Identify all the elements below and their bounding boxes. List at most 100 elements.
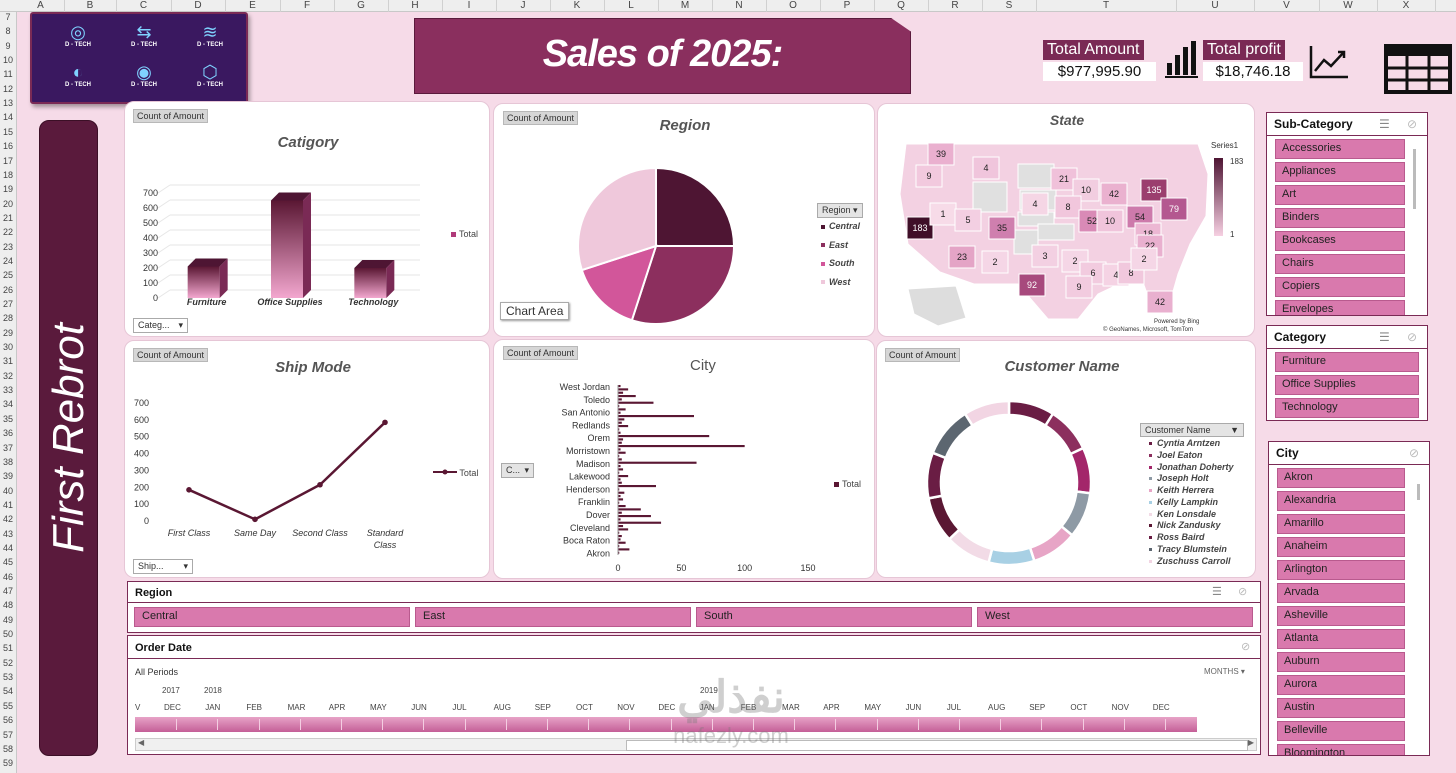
column-header-cell[interactable]: T bbox=[1036, 0, 1177, 12]
timeline-month-label[interactable]: FEB bbox=[740, 703, 757, 712]
column-header-cell[interactable]: M bbox=[658, 0, 713, 12]
row-header-cell[interactable]: 41 bbox=[2, 499, 13, 510]
customer-chart-panel[interactable]: Count of Amount Customer Name Customer N… bbox=[876, 340, 1256, 578]
row-header-cell[interactable]: 58 bbox=[2, 743, 13, 754]
category-chart-tag[interactable]: Count of Amount bbox=[133, 109, 209, 123]
column-header-cell[interactable]: O bbox=[766, 0, 821, 12]
clear-filter-icon[interactable]: ⊘ bbox=[1407, 330, 1418, 344]
row-header-cell[interactable]: 38 bbox=[2, 456, 13, 467]
column-header-cell[interactable]: W bbox=[1319, 0, 1378, 12]
timeline-month-label[interactable]: APR bbox=[823, 703, 840, 712]
subcategory-slicer-button[interactable]: Chairs bbox=[1275, 254, 1405, 274]
row-header-cell[interactable]: 52 bbox=[2, 657, 13, 668]
clear-filter-icon[interactable]: ⊘ bbox=[1407, 117, 1418, 131]
row-header-cell[interactable]: 59 bbox=[2, 758, 13, 769]
row-header-cell[interactable]: 39 bbox=[2, 471, 13, 482]
timeline-month-label[interactable]: NOV bbox=[617, 703, 635, 712]
row-header-cell[interactable]: 40 bbox=[2, 485, 13, 496]
row-header-cell[interactable]: 50 bbox=[2, 629, 13, 640]
row-header-cell[interactable]: 21 bbox=[2, 212, 13, 223]
shipmode-field-dropdown[interactable]: Ship... ▾ bbox=[133, 559, 193, 574]
column-header-cell[interactable]: S bbox=[982, 0, 1037, 12]
timeline-month-label[interactable]: JAN bbox=[699, 703, 715, 712]
region-chart-tag[interactable]: Count of Amount bbox=[503, 111, 579, 125]
row-header-cell[interactable]: 45 bbox=[2, 557, 13, 568]
column-header-cell[interactable]: Q bbox=[874, 0, 929, 12]
timeline-scrollbar[interactable]: ◀ ▶ bbox=[135, 738, 1257, 751]
row-header-cell[interactable]: 19 bbox=[2, 184, 13, 195]
row-header-cell[interactable]: 55 bbox=[2, 700, 13, 711]
row-header-cell[interactable]: 35 bbox=[2, 413, 13, 424]
multiselect-icon[interactable]: ☰ bbox=[1212, 586, 1222, 598]
column-header-cell[interactable]: C bbox=[116, 0, 172, 12]
row-header-cell[interactable]: 15 bbox=[2, 126, 13, 137]
row-header-cell[interactable]: 17 bbox=[2, 155, 13, 166]
customer-legend-header[interactable]: Customer Name ▼ bbox=[1140, 423, 1244, 437]
clear-filter-icon[interactable]: ⊘ bbox=[1238, 586, 1248, 598]
subcategory-slicer-button[interactable]: Accessories bbox=[1275, 139, 1405, 159]
row-header-cell[interactable]: 25 bbox=[2, 270, 13, 281]
clear-filter-icon[interactable]: ⊘ bbox=[1241, 641, 1251, 653]
city-chart-panel[interactable]: Count of Amount City West Jordan Toledo Sa… bbox=[493, 339, 875, 579]
subcategory-slicer-button[interactable]: Art bbox=[1275, 185, 1405, 205]
shipmode-chart-tag[interactable]: Count of Amount bbox=[133, 348, 209, 362]
row-header-cell[interactable]: 30 bbox=[2, 342, 13, 353]
column-header-cell[interactable]: N bbox=[712, 0, 767, 12]
region-legend-header[interactable]: Region ▾ bbox=[817, 203, 863, 218]
region-slicer-button[interactable]: South bbox=[696, 607, 972, 627]
row-header-cell[interactable]: 57 bbox=[2, 729, 13, 740]
city-slicer-button[interactable]: Anaheim bbox=[1277, 537, 1405, 557]
timeline-month-label[interactable]: OCT bbox=[576, 703, 593, 712]
city-slicer-button[interactable]: Asheville bbox=[1277, 606, 1405, 626]
city-chart-tag[interactable]: Count of Amount bbox=[503, 346, 579, 360]
category-slicer-button[interactable]: Furniture bbox=[1275, 352, 1419, 372]
row-header-cell[interactable]: 31 bbox=[2, 356, 13, 367]
row-header-cell[interactable]: 33 bbox=[2, 385, 13, 396]
subcategory-slicer-button[interactable]: Binders bbox=[1275, 208, 1405, 228]
row-header-cell[interactable]: 53 bbox=[2, 672, 13, 683]
timeline-month-label[interactable]: MAY bbox=[864, 703, 882, 712]
timeline-month-label[interactable]: V bbox=[135, 703, 141, 712]
timeline-month-label[interactable]: AUG bbox=[493, 703, 511, 712]
timeline-unit-dropdown[interactable]: MONTHS ▾ bbox=[1204, 667, 1245, 676]
timeline-month-label[interactable]: MAR bbox=[287, 703, 306, 712]
timeline-month-label[interactable]: SEP bbox=[534, 703, 551, 712]
city-slicer-button[interactable]: Akron bbox=[1277, 468, 1405, 488]
column-header-cell[interactable]: L bbox=[604, 0, 659, 12]
row-header-cell[interactable]: 14 bbox=[2, 112, 13, 123]
city-slicer-button[interactable]: Auburn bbox=[1277, 652, 1405, 672]
timeline-month-label[interactable]: DEC bbox=[164, 703, 181, 712]
row-header-cell[interactable]: 28 bbox=[2, 313, 13, 324]
row-header-cell[interactable]: 56 bbox=[2, 715, 13, 726]
row-header-cell[interactable]: 18 bbox=[2, 169, 13, 180]
city-field-dropdown[interactable]: C... ▾ bbox=[501, 463, 534, 478]
slicer-scrollbar[interactable] bbox=[1413, 149, 1416, 209]
city-slicer-button[interactable]: Bloomington bbox=[1277, 744, 1405, 755]
timeline-month-label[interactable]: MAY bbox=[370, 703, 387, 712]
timeline-month-label[interactable]: JUN bbox=[905, 703, 922, 712]
timeline-month-label[interactable]: JUL bbox=[452, 703, 467, 712]
row-header-cell[interactable]: 36 bbox=[2, 428, 13, 439]
category-slicer-button[interactable]: Technology bbox=[1275, 398, 1419, 418]
city-slicer-button[interactable]: Belleville bbox=[1277, 721, 1405, 741]
row-header-cell[interactable]: 23 bbox=[2, 241, 13, 252]
timeline-month-label[interactable]: FEB bbox=[246, 703, 262, 712]
row-header-cell[interactable]: 42 bbox=[2, 514, 13, 525]
row-header-cell[interactable]: 44 bbox=[2, 542, 13, 553]
city-slicer-button[interactable]: Austin bbox=[1277, 698, 1405, 718]
timeline-month-label[interactable]: OCT bbox=[1070, 703, 1088, 712]
region-slicer-button[interactable]: Central bbox=[134, 607, 410, 627]
subcategory-slicer-button[interactable]: Copiers bbox=[1275, 277, 1405, 297]
row-header-cell[interactable]: 16 bbox=[2, 141, 13, 152]
row-header-cell[interactable]: 27 bbox=[2, 299, 13, 309]
column-header-cell[interactable]: X bbox=[1377, 0, 1436, 12]
row-header-cell[interactable]: 20 bbox=[2, 198, 13, 209]
customer-chart-tag[interactable]: Count of Amount bbox=[885, 348, 961, 362]
row-header-cell[interactable]: 49 bbox=[2, 614, 13, 625]
row-header-cell[interactable]: 8 bbox=[5, 26, 11, 37]
row-header-cell[interactable]: 46 bbox=[2, 571, 13, 582]
column-header-cell[interactable]: B bbox=[64, 0, 117, 12]
timeline-month-label[interactable]: AUG bbox=[988, 703, 1006, 712]
row-header-cell[interactable]: 47 bbox=[2, 586, 13, 596]
column-header-cell[interactable]: U bbox=[1176, 0, 1255, 12]
